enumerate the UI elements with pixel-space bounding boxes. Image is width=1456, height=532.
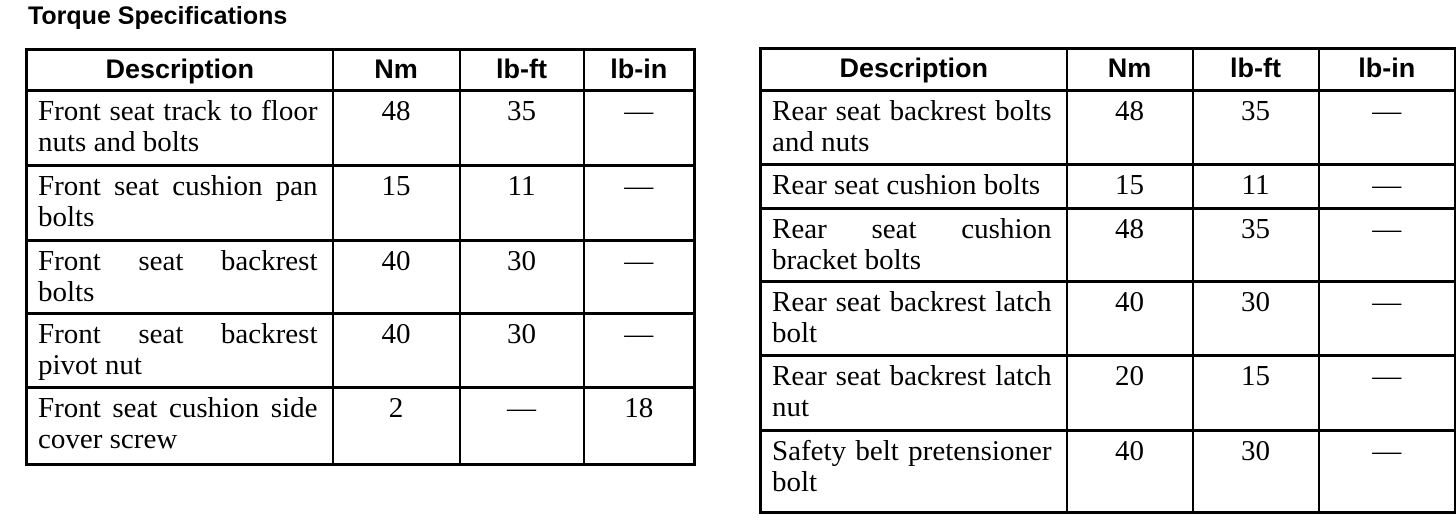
table-row: Rear seat cushion bolts 15 11—: [759, 163, 1456, 210]
value-cell: —: [582, 312, 696, 389]
value-cell: 20: [1065, 354, 1194, 432]
description-cell: Front seat backrest pivot nut: [25, 312, 334, 389]
value-cell: 11: [1191, 163, 1320, 210]
description-cell: Front seat track to floor nuts and bolts: [25, 89, 334, 167]
value-cell: —: [1317, 280, 1456, 357]
table-row: Rear seat backrest latch nut 20 15—: [759, 354, 1456, 432]
value-cell: 35: [1191, 207, 1320, 283]
description-cell: Front seat cushion pan bolts: [25, 164, 334, 242]
value-cell: 15: [1191, 354, 1320, 432]
front-seat-torque-table: Description Nm lb-ft lb-in Front seat track…: [25, 48, 696, 466]
value-cell: —: [1317, 163, 1456, 210]
value-cell: 48: [1065, 207, 1194, 283]
value-cell: —: [458, 386, 585, 466]
header-row: Description Nm lb-ft lb-in: [759, 47, 1456, 92]
value-cell: —: [1317, 207, 1456, 283]
value-cell: —: [1317, 429, 1456, 514]
value-cell: —: [1317, 354, 1456, 432]
value-cell: 2: [331, 386, 461, 466]
value-cell: 48: [331, 89, 461, 167]
value-cell: 48: [1065, 89, 1194, 166]
table-row: Front seat backrest bolts 40 30—: [25, 239, 696, 315]
table-row: Rear seat backrest latch bolt 40 30—: [759, 280, 1456, 357]
value-cell: 15: [331, 164, 461, 242]
value-cell: —: [582, 164, 696, 242]
description-cell: Front seat backrest bolts: [25, 239, 334, 315]
table-row: Rear seat cushion bracket bolts 48 35—: [759, 207, 1456, 283]
value-cell: 30: [1191, 280, 1320, 357]
rear-seat-torque-table: Description Nm lb-ft lb-in Rear seat backre…: [759, 47, 1456, 514]
value-cell: 40: [1065, 280, 1194, 357]
value-cell: —: [582, 89, 696, 167]
description-cell: Rear seat backrest latch bolt: [759, 280, 1068, 357]
description-cell: Safety belt pretensioner bolt: [759, 429, 1068, 514]
value-cell: —: [582, 239, 696, 315]
description-cell: Rear seat cushion bracket bolts: [759, 207, 1068, 283]
value-cell: 30: [458, 312, 585, 389]
header-row: Description Nm lb-ft lb-in: [25, 48, 696, 92]
value-cell: 18: [582, 386, 696, 466]
value-cell: 30: [458, 239, 585, 315]
table-row: Front seat cushion side cover screw 2—18: [25, 386, 696, 466]
column-header-lb-ft: lb-ft: [458, 48, 585, 92]
column-header-lb-in: lb-in: [582, 48, 696, 92]
column-header-lb-in: lb-in: [1317, 47, 1456, 92]
value-cell: 15: [1065, 163, 1194, 210]
table-row: Front seat cushion pan bolts 15 11—: [25, 164, 696, 242]
table-body: Rear seat backrest bolts and nuts 48 35— Re…: [759, 89, 1456, 514]
table-header: Description Nm lb-ft lb-in: [25, 48, 696, 92]
column-header-nm: Nm: [331, 48, 461, 92]
column-header-description: Description: [759, 47, 1068, 92]
value-cell: —: [1317, 89, 1456, 166]
value-cell: 30: [1191, 429, 1320, 514]
column-header-lb-ft: lb-ft: [1191, 47, 1320, 92]
value-cell: 35: [458, 89, 585, 167]
table-row: Front seat backrest pivot nut 40 30—: [25, 312, 696, 389]
table-row: Front seat track to floor nuts and bolts…: [25, 89, 696, 167]
value-cell: 40: [331, 312, 461, 389]
description-cell: Rear seat backrest latch nut: [759, 354, 1068, 432]
table-header: Description Nm lb-ft lb-in: [759, 47, 1456, 92]
column-header-nm: Nm: [1065, 47, 1194, 92]
table-row: Rear seat backrest bolts and nuts 48 35—: [759, 89, 1456, 166]
description-cell: Rear seat backrest bolts and nuts: [759, 89, 1068, 166]
value-cell: 40: [1065, 429, 1194, 514]
description-cell: Rear seat cushion bolts: [759, 163, 1068, 210]
column-header-description: Description: [25, 48, 334, 92]
table-row: Safety belt pretensioner bolt 40 30—: [759, 429, 1456, 514]
value-cell: 40: [331, 239, 461, 315]
page-title: Torque Specifications: [28, 2, 288, 30]
description-cell: Front seat cushion side cover screw: [25, 386, 334, 466]
value-cell: 11: [458, 164, 585, 242]
table-body: Front seat track to floor nuts and bolts…: [25, 89, 696, 466]
value-cell: 35: [1191, 89, 1320, 166]
